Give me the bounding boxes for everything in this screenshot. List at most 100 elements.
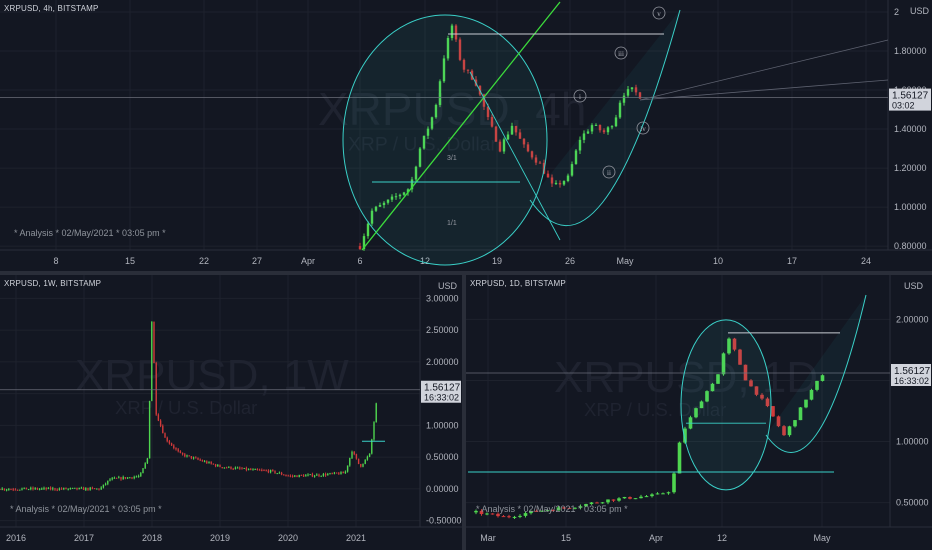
candle-body [300,474,303,476]
wave-label-circle [573,89,587,103]
candle-body [144,463,146,469]
watermark-symbol: XRPUSD, 1W [75,351,349,400]
candle-body [113,477,116,479]
candle-body [628,496,632,499]
candle-body [324,473,327,476]
candle-body [258,469,261,471]
price-tag-box [889,88,931,111]
candle-body [188,455,190,457]
candle-body [232,468,234,470]
wave-label: iv [640,125,646,133]
candle-body [430,117,434,129]
candle-body [661,493,665,495]
candle-body [256,469,259,471]
candle-body [71,487,74,489]
candle-body [366,223,370,237]
symbol-label-1w: XRPUSD, 1W, BITSTAMP [4,279,102,288]
candle-body [562,181,566,185]
candle-body [545,510,550,512]
wave-label: iii [618,50,624,58]
trend-line [361,1,561,251]
candle-body [550,177,554,184]
analysis-footer-1d: * Analysis * 02/May/2021 * 03:05 pm * [476,504,628,514]
candle-body [754,386,759,395]
candle-body [78,487,80,490]
chart-4h-svg[interactable]: XRPUSD, 4hXRP / U.S. Dollar21.800001.600… [0,0,932,271]
y-tick-label: 1.00000 [896,437,929,447]
candle-body [650,494,654,497]
candle-body [373,422,375,440]
candle-body [338,473,340,475]
candle-body [590,125,594,132]
candle-body [518,132,522,139]
candle-body [47,487,50,490]
candle-body [614,117,618,127]
candle-body [283,474,285,476]
candle-body [32,487,34,490]
candle-body [644,496,649,498]
panel-divider-horizontal[interactable] [0,271,932,275]
y-tick-label: 3.00000 [426,293,459,303]
x-tick-label: 2019 [210,533,230,543]
watermark-pair: XRP / U.S. Dollar [115,397,257,418]
candle-body [530,151,534,158]
axis-unit-label: USD [904,281,924,291]
y-tick-label: 1.20000 [894,163,927,173]
candle-body [89,487,91,490]
candle-body [353,452,355,455]
candle-body [329,473,331,475]
watermark-pair: XRP / U.S. Dollar [584,399,726,420]
wave-label-circle [636,121,650,135]
candle-body [540,510,544,512]
candle-body [170,443,173,446]
candle-body [69,488,72,490]
candle-body [360,463,362,467]
candle-body [25,487,28,490]
candle-body [280,472,283,475]
candle-body [104,483,107,485]
y-tick-label: 0.80000 [894,241,927,251]
candle-body [91,487,94,489]
candle-body [45,487,47,490]
candle-body [129,477,131,479]
candle-body [474,510,478,513]
candle-body [65,487,67,490]
fib-circle [680,319,772,491]
chart-panel-4h[interactable]: XRPUSD, 4hXRP / U.S. Dollar21.800001.600… [0,0,932,271]
y-tick-label: 1.40000 [894,124,927,134]
candle-body [43,487,45,489]
candle-body [335,472,338,474]
candle-body [595,502,599,504]
candle-body [309,474,311,476]
wave-label: ii [607,169,611,177]
candle-body [434,104,438,118]
candle-body [107,480,109,484]
symbol-label-1d: XRPUSD, 1D, BITSTAMP [470,279,566,288]
candle-body [666,492,671,494]
candle-body [228,466,230,468]
candle-body [782,426,786,436]
candle-body [589,502,594,505]
candle-body [76,487,78,490]
candle-body [514,125,518,133]
candle-body [217,465,219,467]
panel-divider-vertical[interactable] [462,275,466,550]
candle-body [672,473,676,493]
price-tag-value: 1.56127 [424,383,461,394]
candle-body [146,458,149,464]
candle-body [479,510,484,515]
candle-body [201,460,204,462]
candle-body [655,493,660,495]
candle-body [298,474,300,478]
watermark-symbol: XRPUSD, 1D [554,353,818,402]
chart-panel-1w[interactable]: XRPUSD, 1W XRP / U.S. Dollar 3.00000 2.5000… [0,275,462,550]
candle-body [49,487,52,490]
candle-body [272,470,274,472]
candle-body [142,468,144,474]
candle-body [558,182,562,185]
x-tick-label: Mar [480,533,496,543]
candle-body [617,498,621,501]
